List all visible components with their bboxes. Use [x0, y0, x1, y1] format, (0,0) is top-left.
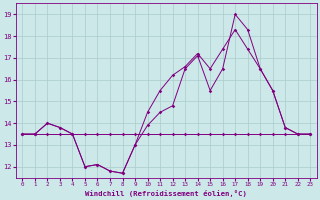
X-axis label: Windchill (Refroidissement éolien,°C): Windchill (Refroidissement éolien,°C) — [85, 190, 247, 197]
